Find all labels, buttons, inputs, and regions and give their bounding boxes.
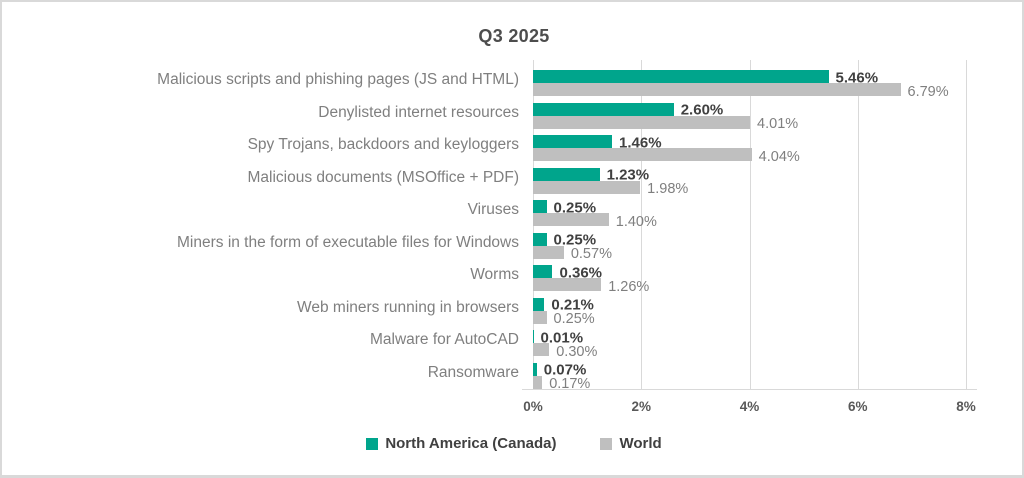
legend-label-world: World xyxy=(619,435,662,452)
gridline xyxy=(857,60,859,389)
bar-north-america-canada xyxy=(533,362,537,376)
category-label-viruses: Viruses xyxy=(467,201,519,219)
value-label-north-america-canada: 0.01% xyxy=(540,329,584,346)
value-label-world: 0.30% xyxy=(556,343,598,360)
bar-north-america-canada xyxy=(533,265,553,278)
value-label-north-america-canada: 0.25% xyxy=(553,231,597,249)
x-axis-tick-label: 0% xyxy=(523,399,543,414)
value-label-north-america-canada: 0.07% xyxy=(543,361,587,379)
bar-world xyxy=(533,375,543,389)
legend-label-north-america-canada: North America (Canada) xyxy=(385,435,557,452)
category-label-spy-trojans-backdoors-and-keyloggers: Spy Trojans, backdoors and keyloggers xyxy=(247,136,519,154)
bar-world xyxy=(533,343,550,356)
bar-world xyxy=(533,180,641,194)
value-label-world: 6.79% xyxy=(907,83,949,100)
x-axis-tick-label: 8% xyxy=(956,399,976,414)
value-label-world: 4.04% xyxy=(758,148,800,165)
bar-north-america-canada xyxy=(533,70,829,83)
category-label-web-miners-running-in-browsers: Web miners running in browsers xyxy=(297,298,519,316)
bar-world xyxy=(533,148,752,161)
x-axis-tick-label: 4% xyxy=(739,399,760,414)
legend-swatch-north-america-canada xyxy=(366,437,379,450)
legend-swatch-world xyxy=(600,437,613,450)
chart-title: Q3 2025 xyxy=(478,26,550,46)
bar-world xyxy=(533,213,609,226)
value-label-world: 1.98% xyxy=(647,181,689,197)
category-label-malware-for-autocad: Malware for AutoCAD xyxy=(369,331,519,349)
value-label-north-america-canada: 0.36% xyxy=(559,264,603,281)
value-label-world: 1.26% xyxy=(608,278,650,295)
x-axis-line xyxy=(522,389,977,390)
value-label-north-america-canada: 5.46% xyxy=(835,69,879,86)
bar-north-america-canada xyxy=(533,167,600,181)
category-label-denylisted-internet-resources: Denylisted internet resources xyxy=(318,103,519,121)
value-label-north-america-canada: 1.23% xyxy=(606,166,650,184)
value-label-north-america-canada: 2.60% xyxy=(680,101,724,119)
bar-world xyxy=(533,278,602,291)
gridline xyxy=(966,60,967,389)
category-label-malicious-documents-msoffice-pdf: Malicious documents (MSOffice + PDF) xyxy=(247,168,519,186)
category-label-malicious-scripts-and-phishing-pages-js-and-html: Malicious scripts and phishing pages (JS… xyxy=(157,71,519,89)
legend-item-world: World xyxy=(600,435,662,452)
bar-world xyxy=(533,115,751,129)
value-label-world: 0.17% xyxy=(549,376,591,392)
category-label-worms: Worms xyxy=(470,266,519,284)
value-label-north-america-canada: 1.46% xyxy=(619,134,662,151)
x-axis-tick-label: 6% xyxy=(847,399,868,414)
legend: North America (Canada) World xyxy=(2,435,1022,452)
gridline xyxy=(749,60,751,389)
value-label-world: 4.01% xyxy=(757,116,799,132)
bar-world xyxy=(533,83,901,96)
value-label-north-america-canada: 0.25% xyxy=(553,199,597,216)
bar-north-america-canada xyxy=(533,297,545,311)
value-label-world: 0.57% xyxy=(570,246,612,262)
bar-north-america-canada xyxy=(533,135,613,148)
value-label-north-america-canada: 0.21% xyxy=(551,296,594,314)
x-axis-tick-label: 2% xyxy=(631,399,652,414)
bar-world xyxy=(533,245,564,259)
value-label-world: 0.25% xyxy=(553,311,595,327)
bar-north-america-canada xyxy=(533,102,674,116)
value-label-world: 1.40% xyxy=(615,213,657,230)
category-label-miners-in-the-form-of-executable-files-for-windows: Miners in the form of executable files f… xyxy=(177,233,519,251)
bar-north-america-canada xyxy=(533,330,534,343)
bar-world xyxy=(533,310,547,324)
gridline xyxy=(641,60,643,389)
bar-north-america-canada xyxy=(533,200,547,213)
category-label-ransomware: Ransomware xyxy=(427,363,519,381)
legend-item-north-america-canada: North America (Canada) xyxy=(366,435,556,452)
bar-north-america-canada xyxy=(533,232,547,246)
